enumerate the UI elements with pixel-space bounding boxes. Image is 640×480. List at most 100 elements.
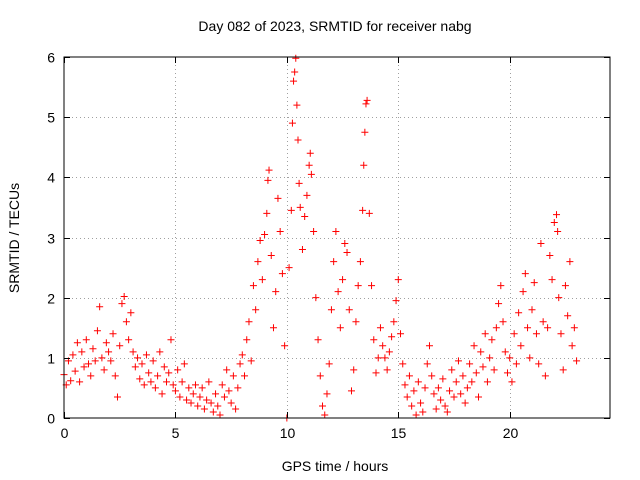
data-point [452, 378, 460, 386]
data-point [423, 360, 431, 368]
data-point [236, 360, 244, 368]
data-point [196, 393, 204, 401]
data-point [290, 77, 298, 85]
data-point [205, 378, 213, 386]
data-point [466, 360, 474, 368]
data-point [234, 384, 242, 392]
data-point [295, 179, 303, 187]
data-point [122, 318, 130, 326]
x-tick-label: 20 [503, 425, 519, 441]
data-point [214, 402, 222, 410]
x-tick-label: 5 [172, 425, 180, 441]
data-point [134, 354, 142, 362]
data-point [69, 351, 77, 359]
data-point [390, 318, 398, 326]
data-point [227, 399, 235, 407]
data-point [321, 411, 329, 419]
data-point [368, 282, 376, 290]
data-point [288, 119, 296, 127]
data-point [376, 324, 384, 332]
data-point [67, 377, 75, 385]
data-point [530, 279, 538, 287]
x-tick-label: 15 [391, 425, 407, 441]
y-tick-label: 0 [47, 411, 55, 427]
data-point [479, 363, 487, 371]
data-point [241, 372, 249, 380]
y-tick-label: 6 [47, 50, 55, 66]
data-point [486, 354, 494, 362]
data-point [379, 342, 387, 350]
data-point [232, 405, 240, 413]
data-point [209, 408, 217, 416]
data-point [203, 396, 211, 404]
y-tick-label: 4 [47, 170, 55, 186]
data-point [312, 294, 320, 302]
data-point [307, 170, 315, 178]
data-point [265, 166, 273, 174]
data-point [138, 360, 146, 368]
data-point [127, 309, 135, 317]
data-point [425, 342, 433, 350]
data-point [408, 402, 416, 410]
data-point [151, 384, 159, 392]
data-point [71, 367, 79, 375]
y-tick-label: 1 [47, 351, 55, 367]
data-point [183, 396, 191, 404]
data-point [278, 270, 286, 278]
data-point [225, 387, 233, 395]
data-point [252, 306, 260, 314]
data-point [501, 348, 509, 356]
data-point [207, 399, 215, 407]
x-tick-label: 0 [61, 425, 69, 441]
data-point [421, 384, 429, 392]
y-tick-label: 5 [47, 110, 55, 126]
data-point [327, 306, 335, 314]
data-point [267, 252, 275, 260]
data-point [303, 191, 311, 199]
data-point [394, 276, 402, 284]
data-point [512, 360, 520, 368]
data-point [145, 369, 153, 377]
data-point [463, 384, 471, 392]
data-point [573, 357, 581, 365]
data-point [223, 366, 231, 374]
data-point [403, 393, 411, 401]
data-point [89, 345, 97, 353]
data-point [102, 339, 110, 347]
data-point [301, 212, 309, 220]
data-point [261, 230, 269, 238]
data-point [105, 348, 113, 356]
data-point [80, 363, 88, 371]
data-point [352, 318, 360, 326]
data-point [310, 227, 318, 235]
data-point [187, 399, 195, 407]
data-point [298, 246, 306, 254]
data-point [216, 411, 224, 419]
data-point [100, 366, 108, 374]
data-point [544, 324, 552, 332]
data-point [430, 390, 438, 398]
grid-lines [64, 57, 610, 418]
data-point [76, 378, 84, 386]
data-point [388, 333, 396, 341]
data-point [510, 330, 518, 338]
data-point [356, 258, 364, 266]
data-point [490, 366, 498, 374]
data-point [293, 101, 301, 109]
data-point [385, 348, 393, 356]
data-point [200, 405, 208, 413]
data-point [454, 357, 462, 365]
data-point [287, 206, 295, 214]
data-point [136, 375, 144, 383]
data-point [314, 336, 322, 344]
axis-ticks: 0 5 10 15 20 0 1 2 3 4 5 6 [47, 50, 610, 441]
data-point [548, 276, 556, 284]
data-point [285, 264, 293, 272]
data-point [532, 330, 540, 338]
data-point [129, 348, 137, 356]
data-point [428, 372, 436, 380]
data-point [448, 366, 456, 374]
data-point [564, 312, 572, 320]
data-point [472, 369, 480, 377]
data-point [156, 348, 164, 356]
